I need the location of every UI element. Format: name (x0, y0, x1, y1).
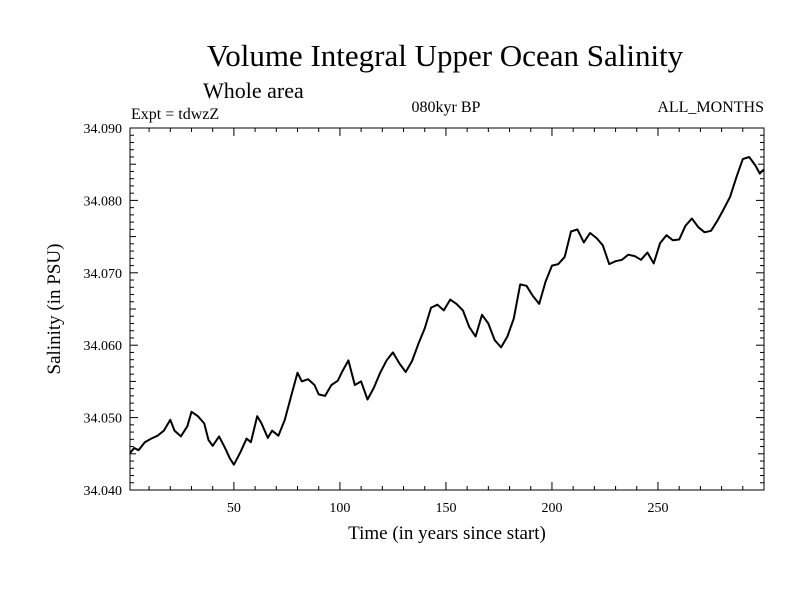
chart-title: Volume Integral Upper Ocean Salinity (207, 38, 684, 73)
chart-subtitle: Whole area (203, 78, 304, 103)
y-tick-label: 34.050 (84, 412, 123, 427)
months-label: ALL_MONTHS (657, 99, 764, 116)
y-axis: 34.040 34.050 34.060 34.070 34.080 34.090 (84, 122, 764, 499)
x-axis-label: Time (in years since start) (348, 523, 546, 544)
y-tick-label: 34.070 (84, 267, 123, 282)
y-tick-label: 34.040 (84, 484, 123, 499)
y-tick-label: 34.060 (84, 339, 123, 354)
x-tick-label: 150 (435, 501, 456, 516)
y-tick-label: 34.090 (84, 122, 123, 137)
y-axis-label: Salinity (in PSU) (44, 244, 65, 375)
x-tick-label: 200 (541, 501, 562, 516)
plot-frame (129, 127, 765, 491)
x-tick-label: 250 (647, 501, 668, 516)
series-line (129, 156, 765, 466)
x-tick-label: 50 (227, 501, 241, 516)
experiment-label: Expt = tdwzZ (131, 106, 219, 123)
x-tick-label: 100 (329, 501, 350, 516)
y-tick-label: 34.080 (84, 194, 123, 209)
x-axis: 50 100 150 200 250 (148, 128, 765, 516)
period-label: 080kyr BP (412, 99, 481, 116)
